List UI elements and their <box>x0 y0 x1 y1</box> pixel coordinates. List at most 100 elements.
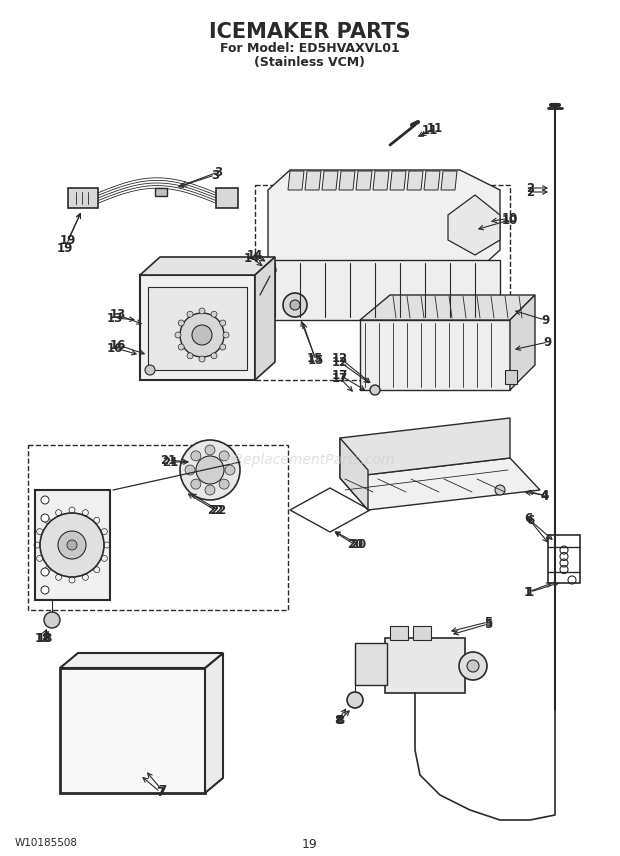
Circle shape <box>219 344 226 350</box>
Text: 10: 10 <box>502 211 518 224</box>
Circle shape <box>191 451 201 461</box>
Bar <box>385 638 465 693</box>
Circle shape <box>196 456 224 484</box>
Circle shape <box>283 293 307 317</box>
Circle shape <box>264 264 276 276</box>
Text: 11: 11 <box>422 123 438 136</box>
Bar <box>413 626 431 640</box>
Bar <box>60 668 205 793</box>
Polygon shape <box>60 653 223 668</box>
Text: 15: 15 <box>307 352 323 365</box>
Text: 14: 14 <box>244 252 260 265</box>
Text: 4: 4 <box>541 490 549 502</box>
Circle shape <box>187 312 193 318</box>
Circle shape <box>225 465 235 475</box>
Text: 6: 6 <box>524 512 532 525</box>
Text: eReplacementParts.com: eReplacementParts.com <box>225 453 395 467</box>
Bar <box>140 275 255 380</box>
Text: 9: 9 <box>544 336 552 348</box>
Polygon shape <box>140 257 275 275</box>
Circle shape <box>192 325 212 345</box>
Bar <box>505 370 517 384</box>
Polygon shape <box>322 171 338 190</box>
Text: 13: 13 <box>107 312 123 324</box>
Polygon shape <box>339 171 355 190</box>
Text: 21: 21 <box>160 454 176 467</box>
Text: 19: 19 <box>302 838 318 851</box>
Text: For Model: ED5HVAXVL01: For Model: ED5HVAXVL01 <box>220 42 400 55</box>
Text: 3: 3 <box>211 169 219 181</box>
Text: 16: 16 <box>110 338 126 352</box>
Text: 17: 17 <box>332 372 348 384</box>
Text: 14: 14 <box>247 248 263 261</box>
Circle shape <box>205 485 215 495</box>
Text: 5: 5 <box>484 615 492 628</box>
Circle shape <box>219 479 229 489</box>
Text: 21: 21 <box>162 455 178 468</box>
Text: (Stainless VCM): (Stainless VCM) <box>254 56 366 69</box>
Polygon shape <box>360 295 535 320</box>
Text: 8: 8 <box>334 714 342 727</box>
Polygon shape <box>288 171 304 190</box>
Circle shape <box>40 513 104 577</box>
Text: 20: 20 <box>347 538 363 551</box>
Circle shape <box>185 465 195 475</box>
Circle shape <box>219 320 226 326</box>
Text: 16: 16 <box>107 342 123 354</box>
Polygon shape <box>448 195 500 255</box>
Circle shape <box>145 365 155 375</box>
Circle shape <box>370 385 380 395</box>
Text: 10: 10 <box>502 213 518 227</box>
Text: 6: 6 <box>526 514 534 526</box>
Polygon shape <box>340 418 510 478</box>
Text: 7: 7 <box>156 786 164 799</box>
Text: 12: 12 <box>332 355 348 368</box>
Circle shape <box>191 479 201 489</box>
Polygon shape <box>340 458 540 510</box>
Text: 4: 4 <box>541 489 549 502</box>
Text: 1: 1 <box>526 586 534 598</box>
Circle shape <box>41 496 49 504</box>
Polygon shape <box>360 320 510 390</box>
Text: 18: 18 <box>35 632 51 645</box>
Text: 17: 17 <box>332 368 348 382</box>
Text: 3: 3 <box>214 165 222 179</box>
Text: 19: 19 <box>60 234 76 247</box>
Text: 1: 1 <box>524 586 532 598</box>
Polygon shape <box>510 295 535 390</box>
Polygon shape <box>424 171 440 190</box>
Circle shape <box>67 540 77 550</box>
Polygon shape <box>255 257 275 380</box>
Text: 12: 12 <box>332 352 348 365</box>
Polygon shape <box>441 171 457 190</box>
Circle shape <box>223 332 229 338</box>
Polygon shape <box>373 171 389 190</box>
Polygon shape <box>356 171 372 190</box>
Bar <box>35 490 110 600</box>
Circle shape <box>58 531 86 559</box>
Bar <box>355 643 387 685</box>
Circle shape <box>178 344 184 350</box>
Polygon shape <box>340 438 368 510</box>
Circle shape <box>205 445 215 455</box>
Bar <box>216 188 238 208</box>
Text: 22: 22 <box>210 503 226 516</box>
Circle shape <box>41 586 49 594</box>
Bar <box>255 185 510 380</box>
Circle shape <box>41 568 49 576</box>
Circle shape <box>180 313 224 357</box>
Polygon shape <box>407 171 423 190</box>
Circle shape <box>211 312 217 318</box>
Circle shape <box>187 353 193 359</box>
Polygon shape <box>390 171 406 190</box>
Circle shape <box>459 652 487 680</box>
Text: 9: 9 <box>541 313 549 326</box>
Bar <box>390 626 408 640</box>
Polygon shape <box>305 171 321 190</box>
Polygon shape <box>268 260 500 320</box>
Circle shape <box>199 308 205 314</box>
Circle shape <box>219 451 229 461</box>
Text: 2: 2 <box>526 181 534 194</box>
Circle shape <box>199 356 205 362</box>
Text: 11: 11 <box>427 122 443 134</box>
